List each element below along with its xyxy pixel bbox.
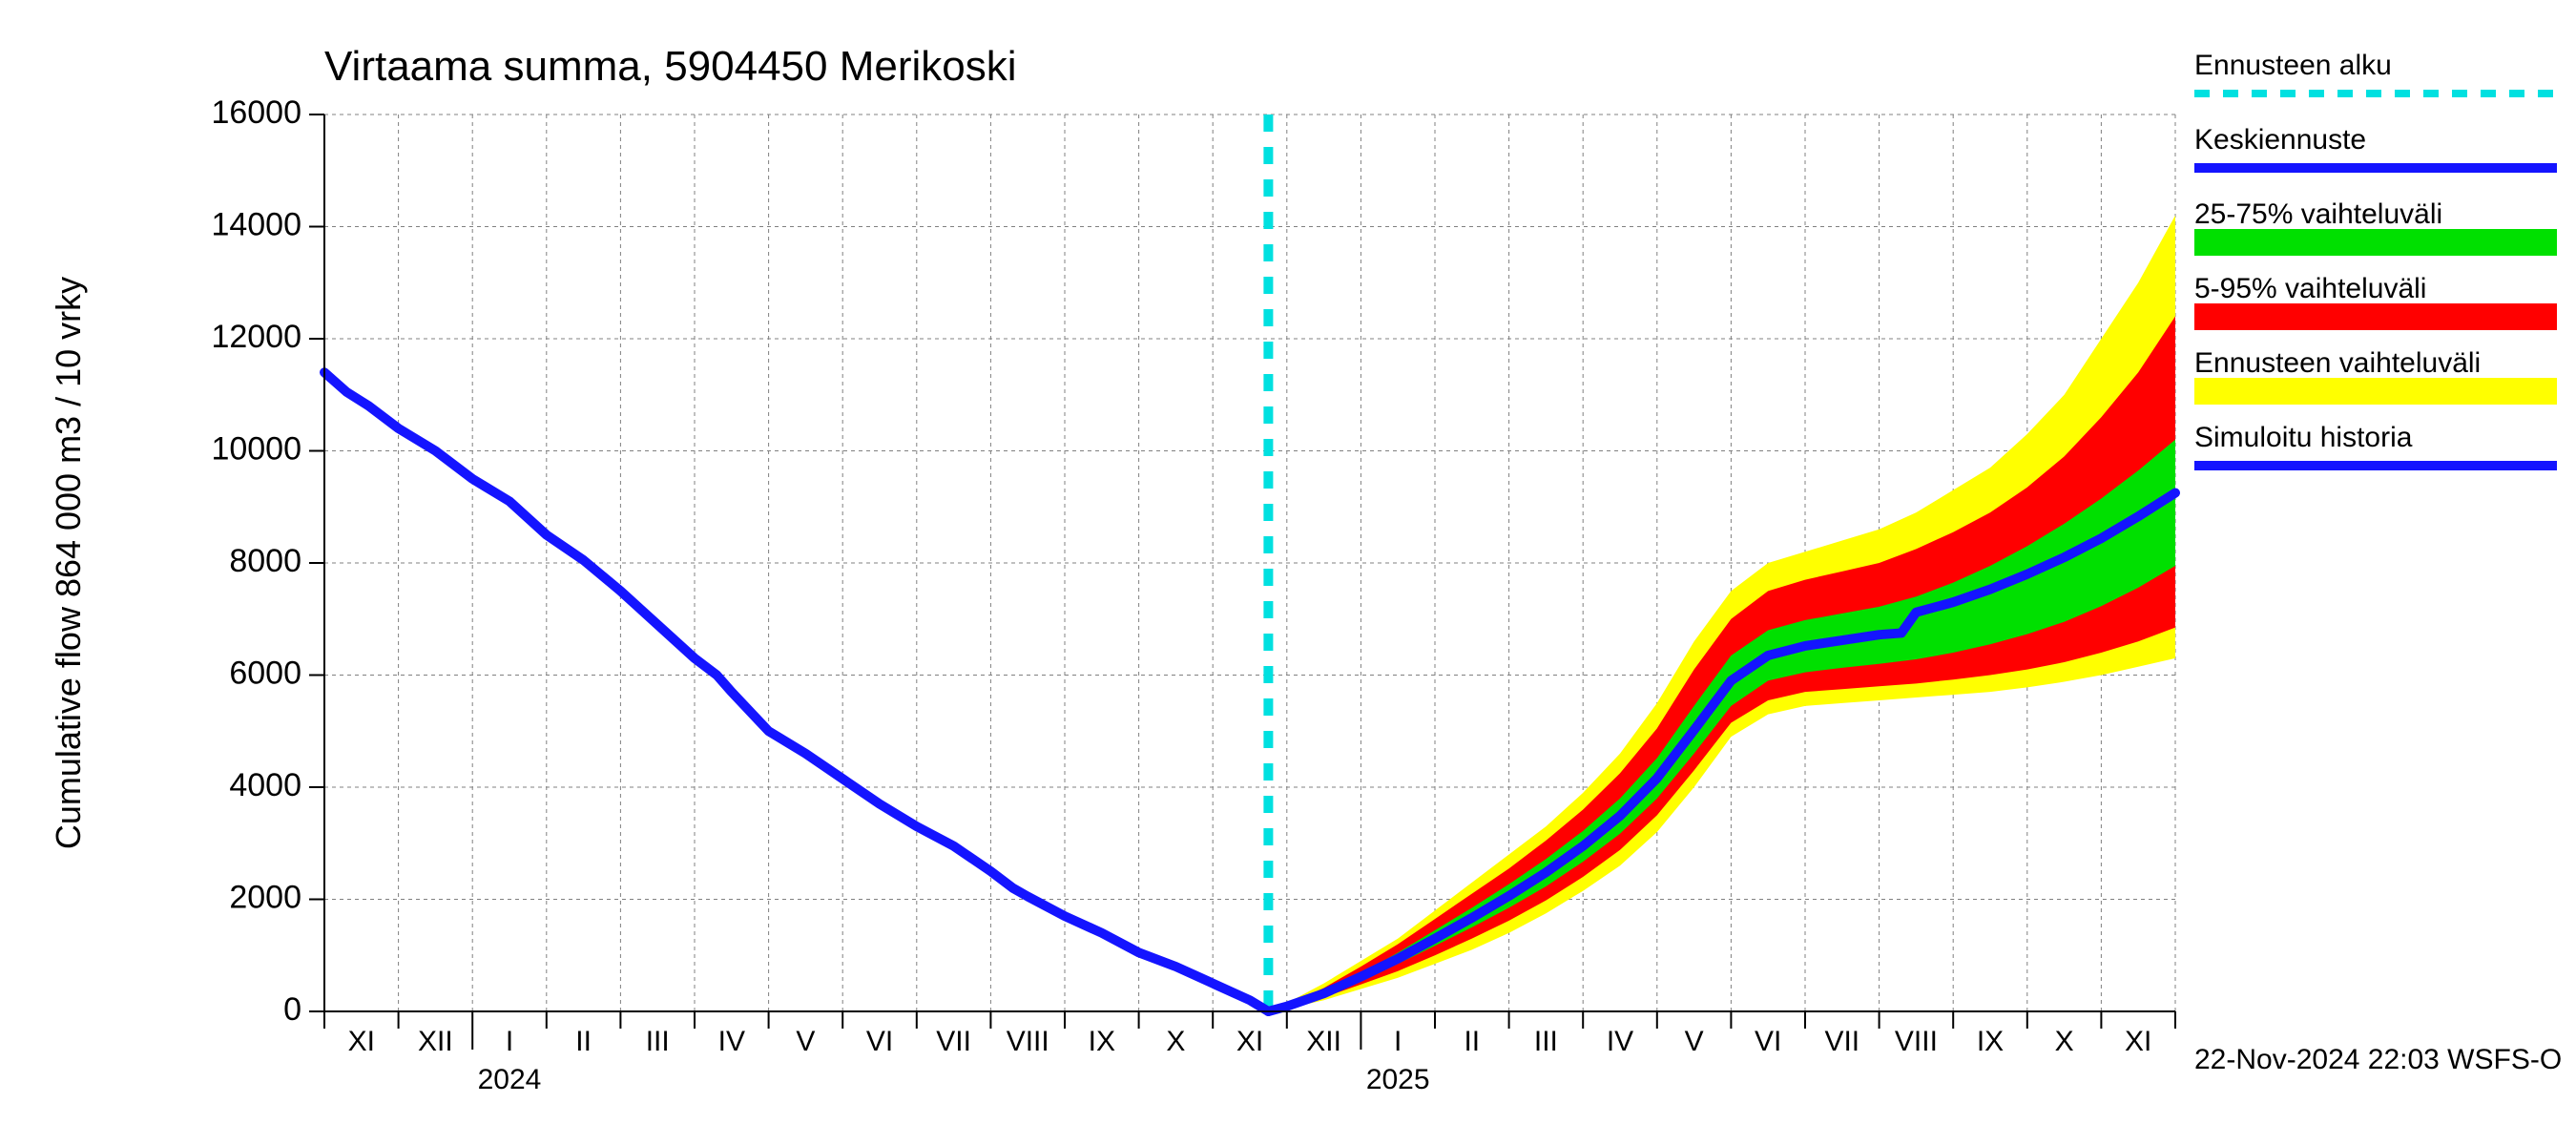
x-tick-label: V (796, 1026, 815, 1057)
x-tick-label: II (575, 1026, 592, 1057)
x-tick-label: VII (936, 1026, 971, 1057)
legend-swatch (2194, 229, 2557, 256)
x-tick-label: VIII (1895, 1026, 1938, 1057)
x-tick-label: VI (1755, 1026, 1781, 1057)
legend-label: Ennusteen alku (2194, 50, 2392, 81)
y-tick-label: 0 (283, 991, 301, 1028)
y-tick-label: 8000 (229, 543, 301, 579)
x-tick-label: IX (1089, 1026, 1115, 1057)
chart-container: 0200040006000800010000120001400016000XIX… (0, 0, 2576, 1145)
y-tick-label: 2000 (229, 879, 301, 915)
y-tick-label: 4000 (229, 767, 301, 803)
x-tick-label: V (1685, 1026, 1704, 1057)
x-tick-label: IX (1977, 1026, 2004, 1057)
chart-footer: 22-Nov-2024 22:03 WSFS-O (2194, 1044, 2562, 1075)
legend-swatch (2194, 378, 2557, 405)
y-tick-label: 10000 (211, 430, 301, 467)
x-tick-label: VII (1824, 1026, 1859, 1057)
legend-label: Simuloitu historia (2194, 422, 2413, 453)
x-tick-label: XII (418, 1026, 453, 1057)
x-tick-label: VIII (1007, 1026, 1049, 1057)
legend-label: Ennusteen vaihteluväli (2194, 347, 2481, 379)
x-tick-label: III (646, 1026, 670, 1057)
y-tick-label: 14000 (211, 206, 301, 242)
x-year-label: 2025 (1366, 1064, 1430, 1095)
chart-title: Virtaama summa, 5904450 Merikoski (324, 43, 1017, 90)
legend-swatch (2194, 303, 2557, 330)
x-tick-label: IV (718, 1026, 745, 1057)
legend-label: 5-95% vaihteluväli (2194, 273, 2426, 304)
chart-svg: 0200040006000800010000120001400016000XIX… (0, 0, 2576, 1145)
x-tick-label: I (506, 1026, 513, 1057)
x-tick-label: XI (1236, 1026, 1263, 1057)
y-tick-label: 6000 (229, 655, 301, 691)
y-axis-label: Cumulative flow 864 000 m3 / 10 vrky (49, 277, 88, 849)
legend-label: Keskiennuste (2194, 124, 2366, 156)
x-tick-label: XI (348, 1026, 375, 1057)
y-tick-label: 12000 (211, 319, 301, 355)
x-tick-label: I (1394, 1026, 1402, 1057)
x-tick-label: VI (866, 1026, 893, 1057)
x-year-label: 2024 (478, 1064, 542, 1095)
legend-label: 25-75% vaihteluväli (2194, 198, 2442, 230)
x-tick-label: IV (1607, 1026, 1633, 1057)
x-tick-label: II (1464, 1026, 1480, 1057)
x-tick-label: III (1534, 1026, 1558, 1057)
y-tick-label: 16000 (211, 94, 301, 131)
x-tick-label: XI (2125, 1026, 2151, 1057)
x-tick-label: XII (1306, 1026, 1341, 1057)
x-tick-label: X (2055, 1026, 2074, 1057)
x-tick-label: X (1166, 1026, 1185, 1057)
